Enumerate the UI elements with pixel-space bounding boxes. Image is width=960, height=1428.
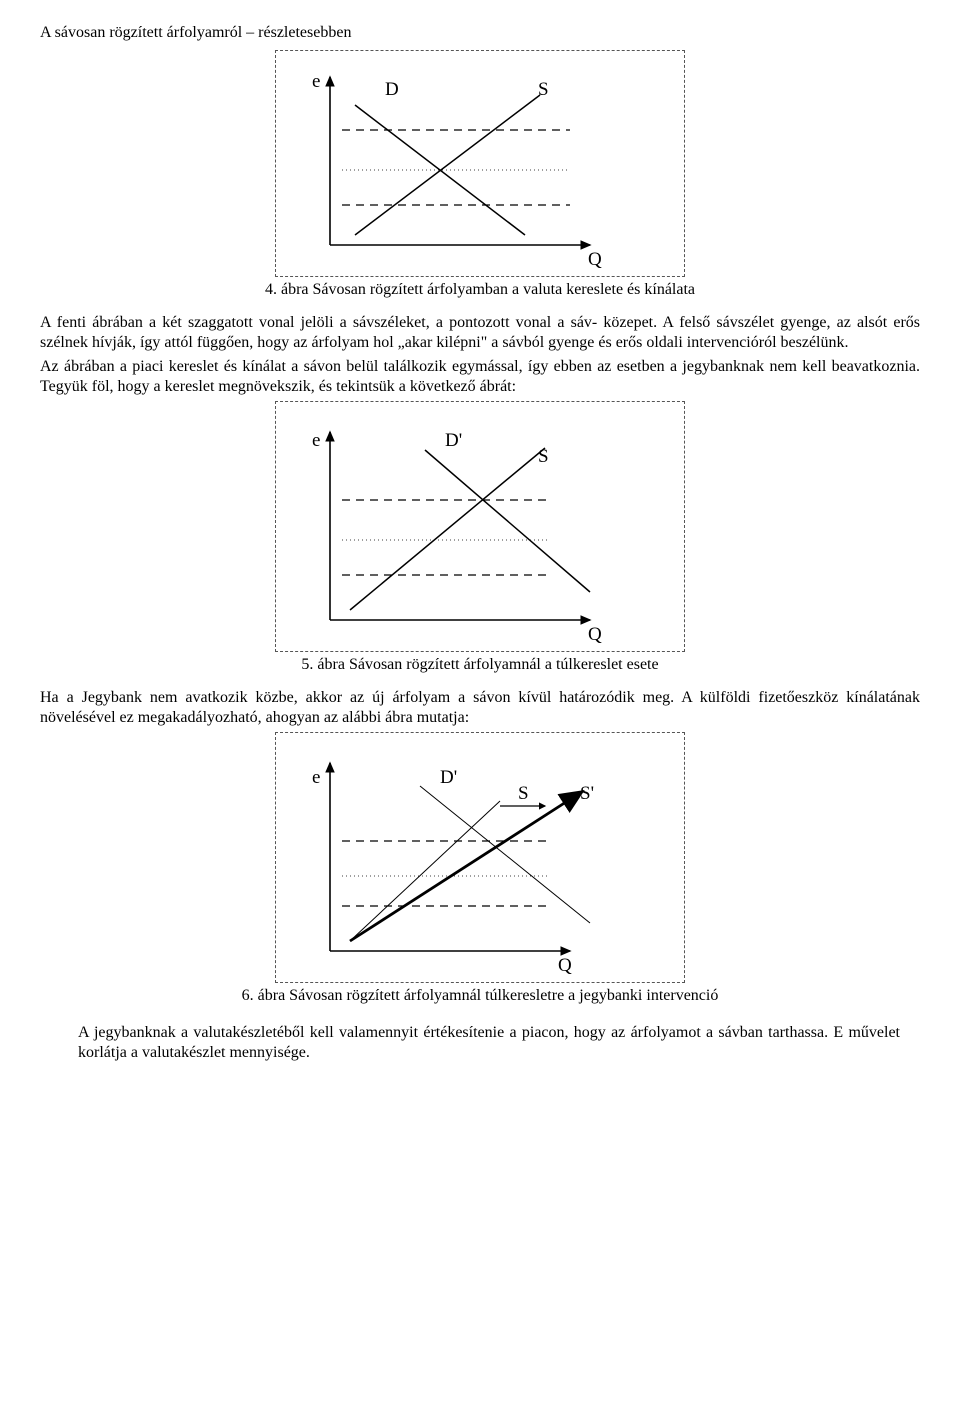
figure-6-svg: e D' S S' Q — [290, 751, 630, 976]
figure-4-caption: 4. ábra Sávosan rögzített árfolyamban a … — [40, 281, 920, 299]
figure-4-frame: e D S Q — [275, 50, 685, 277]
figure-4-svg: e D S Q — [290, 65, 630, 270]
label-Q: Q — [588, 249, 602, 270]
label-D: D — [385, 79, 399, 100]
figure-5-svg: e D' S Q — [290, 420, 630, 645]
line-S-old — [350, 801, 500, 941]
line-S-new — [350, 793, 580, 941]
label-S: S — [538, 446, 549, 467]
label-Q: Q — [588, 624, 602, 645]
label-D-prime: D' — [440, 767, 457, 788]
line-S — [355, 95, 540, 235]
paragraph-3: Ha a Jegybank nem avatkozik közbe, akkor… — [40, 688, 920, 728]
label-e: e — [312, 430, 320, 451]
label-S-prime: S' — [580, 783, 594, 804]
label-S: S — [538, 79, 549, 100]
label-e: e — [312, 71, 320, 92]
line-D-prime — [425, 450, 590, 592]
section-title: A sávosan rögzített árfolyamról – részle… — [40, 24, 920, 42]
label-Q: Q — [558, 955, 572, 976]
figure-5-frame: e D' S Q — [275, 401, 685, 652]
figure-6-frame: e D' S S' Q — [275, 732, 685, 983]
figure-6-caption: 6. ábra Sávosan rögzített árfolyamnál tú… — [40, 987, 920, 1005]
label-S: S — [518, 783, 529, 804]
paragraph-1: A fenti ábrában a két szaggatott vonal j… — [40, 313, 920, 353]
paragraph-2: Az ábrában a piaci kereslet és kínálat a… — [40, 357, 920, 397]
label-e: e — [312, 767, 320, 788]
figure-5-caption: 5. ábra Sávosan rögzített árfolyamnál a … — [40, 656, 920, 674]
label-D-prime: D' — [445, 430, 462, 451]
paragraph-4: A jegybanknak a valutakészletéből kell v… — [78, 1023, 900, 1063]
